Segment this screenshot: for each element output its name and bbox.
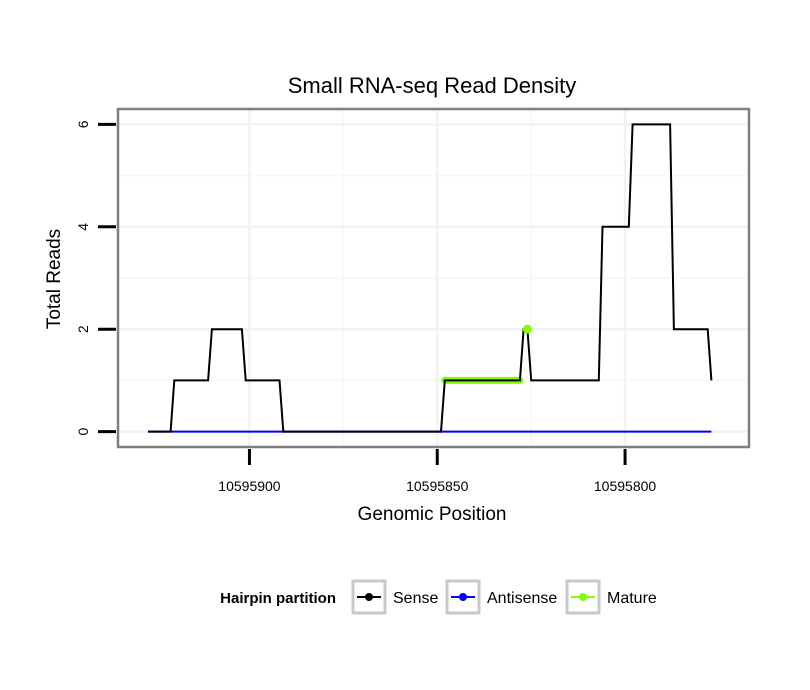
legend-label-antisense: Antisense bbox=[487, 590, 557, 607]
legend: Hairpin partition Sense Antisense Mature bbox=[220, 579, 657, 615]
y-axis-label: Total Reads bbox=[44, 229, 65, 329]
y-tick-label: 6 bbox=[75, 120, 91, 128]
x-axis-label: Genomic Position bbox=[358, 504, 507, 525]
y-tick-label: 4 bbox=[75, 223, 91, 231]
x-tick-label: 10595900 bbox=[218, 478, 281, 494]
x-tick-label: 10595850 bbox=[406, 478, 469, 494]
series-point-mature bbox=[522, 324, 532, 334]
x-tick-label: 10595800 bbox=[594, 478, 657, 494]
legend-label-sense: Sense bbox=[393, 590, 438, 607]
legend-label-mature: Mature bbox=[607, 590, 657, 607]
legend-point-mature bbox=[579, 593, 587, 601]
legend-point-antisense bbox=[459, 593, 467, 601]
series-line-sense bbox=[148, 123, 713, 433]
chart-title: Small RNA-seq Read Density bbox=[288, 73, 577, 98]
legend-title: Hairpin partition bbox=[220, 590, 336, 607]
y-tick-label: 0 bbox=[75, 427, 91, 435]
plot-area: 0 2 4 6 10595900 10595850 10595800 bbox=[75, 107, 751, 494]
legend-point-sense bbox=[365, 593, 373, 601]
panel-border bbox=[116, 107, 751, 449]
y-tick-label: 2 bbox=[75, 325, 91, 333]
